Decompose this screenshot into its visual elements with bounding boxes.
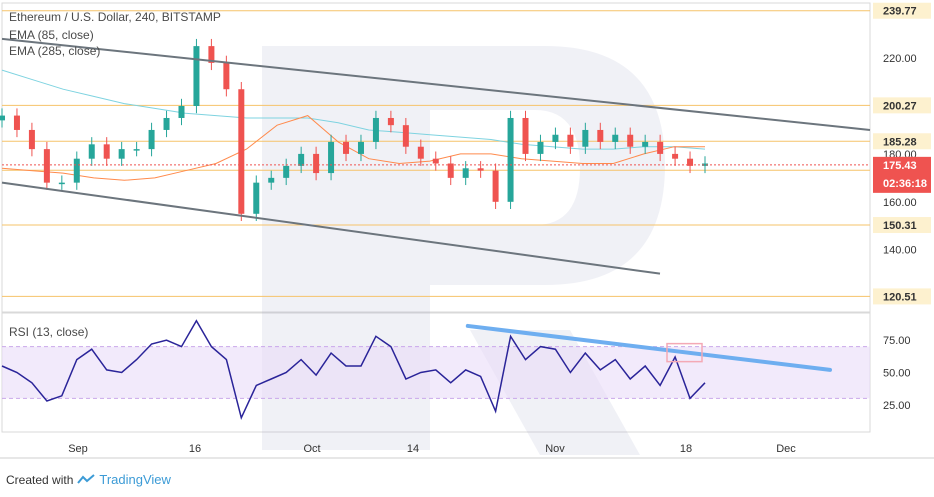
level-tag-label: 200.27 <box>883 100 917 112</box>
level-tag-label: 185.28 <box>883 136 917 148</box>
candle-body <box>223 62 230 90</box>
y-tick-label: 160.00 <box>883 197 917 209</box>
x-tick-label: Sep <box>68 443 88 455</box>
candle-body <box>537 141 544 154</box>
candle-body <box>88 144 95 159</box>
candle-body <box>642 141 649 147</box>
level-tag-label: 239.77 <box>883 6 917 18</box>
candle-body <box>253 182 260 214</box>
indicator-label: EMA (285, close) <box>9 44 100 58</box>
candle-body <box>552 134 559 142</box>
candle-body <box>118 149 125 159</box>
footer-created-with: Created with <box>6 472 74 487</box>
candle-body <box>178 106 185 118</box>
candle-body <box>597 129 604 142</box>
x-tick-label: Dec <box>776 443 796 455</box>
candle-body <box>163 117 170 130</box>
candle-body <box>28 129 35 150</box>
level-tag-label: 120.51 <box>883 291 917 303</box>
price-tag <box>873 156 931 193</box>
candle-body <box>298 153 305 166</box>
candle-body <box>612 134 619 142</box>
candle-body <box>522 117 529 154</box>
candle-body <box>43 149 50 183</box>
rsi-line <box>1 319 706 421</box>
candle-body <box>672 153 679 159</box>
candle-body <box>492 170 499 202</box>
level-tag <box>873 2 931 19</box>
candle-body <box>238 89 245 214</box>
level-tag-label: 150.31 <box>883 220 917 232</box>
candle-body <box>582 129 589 147</box>
y-tick-label: 140.00 <box>883 245 917 257</box>
candle-body <box>73 158 80 183</box>
rsi-trendline <box>465 323 832 372</box>
candle-body <box>0 115 5 121</box>
candle-body <box>372 117 379 142</box>
candle-body <box>477 168 484 171</box>
rsi-y-tick-label: 25.00 <box>883 400 911 412</box>
tradingview-logo-icon <box>77 473 96 484</box>
indicator-label: EMA (85, close) <box>9 28 94 42</box>
candle-body <box>627 134 634 147</box>
candle-body <box>268 177 275 183</box>
candle-body <box>357 141 364 154</box>
y-tick-label: 220.00 <box>883 53 917 65</box>
x-tick-label: 18 <box>680 443 692 455</box>
candle-body <box>133 149 140 151</box>
candle-body <box>567 134 574 147</box>
candle-body <box>507 117 514 202</box>
rsi-band <box>2 346 870 399</box>
footer-brand[interactable]: TradingView <box>99 472 171 487</box>
price-tag-value: 175.43 <box>883 160 917 172</box>
candle-body <box>343 141 350 154</box>
channel-upper-line <box>1 37 871 131</box>
candle-body <box>657 141 664 154</box>
level-tag <box>873 133 931 150</box>
candle-body <box>328 141 335 174</box>
candle-body <box>283 165 290 178</box>
level-tag <box>873 288 931 305</box>
candle-body <box>702 163 708 166</box>
rsi-y-tick-label: 75.00 <box>883 335 911 347</box>
candle-body <box>148 129 155 150</box>
candle-body <box>387 117 394 126</box>
candle-body <box>13 115 20 130</box>
x-tick-label: Oct <box>303 443 320 455</box>
ema-85-line <box>1 115 705 181</box>
candle-body <box>417 146 424 159</box>
candle-body <box>58 182 65 185</box>
rsi-title: RSI (13, close) <box>9 325 88 339</box>
channel-lower-line <box>1 181 661 275</box>
candle-body <box>432 158 439 164</box>
price-tag-countdown: 02:36:18 <box>883 178 927 190</box>
candle-body <box>462 168 469 178</box>
ema-285-line <box>1 69 706 150</box>
x-tick-label: 14 <box>407 443 419 455</box>
candle-body <box>447 163 454 178</box>
candle-body <box>402 125 409 147</box>
level-tag <box>873 217 931 234</box>
candle-body <box>687 158 694 166</box>
x-tick-label: 16 <box>189 443 201 455</box>
chart-title: Ethereum / U.S. Dollar, 240, BITSTAMP <box>9 10 221 24</box>
candle-body <box>193 46 200 106</box>
candle-body <box>208 46 215 63</box>
rsi-y-tick-label: 50.00 <box>883 368 911 380</box>
candle-body <box>313 153 320 174</box>
footer: Created with TradingView <box>6 472 171 487</box>
rsi-highlight-box <box>666 342 703 363</box>
candle-body <box>103 144 110 159</box>
x-tick-label: Nov <box>545 443 565 455</box>
level-tag <box>873 97 931 114</box>
